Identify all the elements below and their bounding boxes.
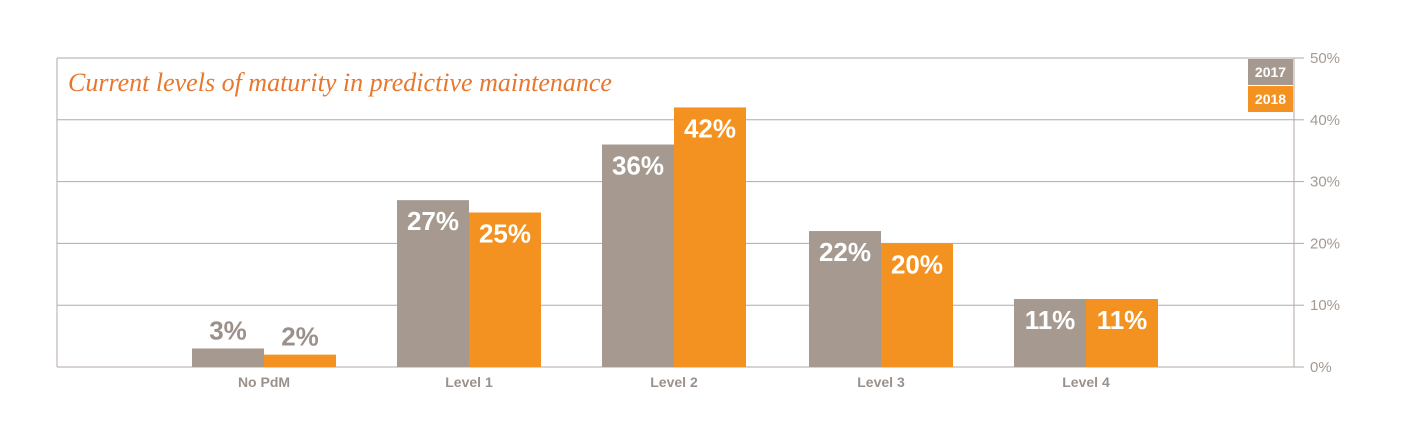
data-label: 11%	[1025, 305, 1076, 335]
y-tick-label: 50%	[1310, 50, 1340, 67]
data-label: 42%	[684, 113, 736, 143]
bar-2018-level-1	[469, 212, 541, 367]
bar-2017-level-4	[1014, 299, 1086, 367]
x-tick-label: Level 4	[1062, 374, 1110, 390]
y-tick-label: 40%	[1310, 112, 1340, 129]
bar-2017-level-1	[397, 200, 469, 367]
data-label: 20%	[891, 249, 943, 279]
legend-label-2018: 2018	[1255, 91, 1286, 107]
data-label: 11%	[1097, 305, 1148, 335]
bar-2017-level-2	[602, 144, 674, 367]
y-tick-label: 10%	[1310, 297, 1340, 314]
data-label: 27%	[407, 206, 459, 236]
data-label: 36%	[612, 151, 664, 181]
data-label: 3%	[209, 315, 247, 345]
legend-label-2017: 2017	[1255, 64, 1286, 80]
y-tick-label: 0%	[1310, 359, 1332, 376]
x-tick-label: Level 1	[445, 374, 493, 390]
data-label: 2%	[281, 322, 319, 352]
x-tick-label: No PdM	[238, 374, 290, 390]
bar-layer	[192, 107, 1158, 367]
x-tick-label: Level 3	[857, 374, 905, 390]
bar-2017-level-3	[809, 231, 881, 367]
y-tick-label: 20%	[1310, 235, 1340, 252]
bar-2018-level-4	[1086, 299, 1158, 367]
data-label: 25%	[479, 219, 531, 249]
data-label: 22%	[819, 237, 871, 267]
bar-2018-level-2	[674, 107, 746, 367]
value-label-layer: 3% 2% 27% 25% 36% 42% 22% 20% 11% 11%	[209, 113, 1147, 351]
legend-swatch-2017	[1248, 59, 1293, 85]
axis-layer: 0% 10% 20% 30% 40% 50% No PdM Level 1 Level 2 Lev…	[238, 50, 1340, 390]
x-tick-label: Level 2	[650, 374, 698, 390]
chart-title: Current levels of maturity in predictive…	[68, 68, 612, 97]
legend: 2017 2018	[1248, 59, 1293, 112]
bar-2017-no-pdm	[192, 348, 264, 367]
y-tick-label: 30%	[1310, 174, 1340, 191]
bar-2018-no-pdm	[264, 354, 336, 367]
legend-swatch-2018	[1248, 86, 1293, 112]
bar-2018-level-3	[881, 243, 953, 367]
